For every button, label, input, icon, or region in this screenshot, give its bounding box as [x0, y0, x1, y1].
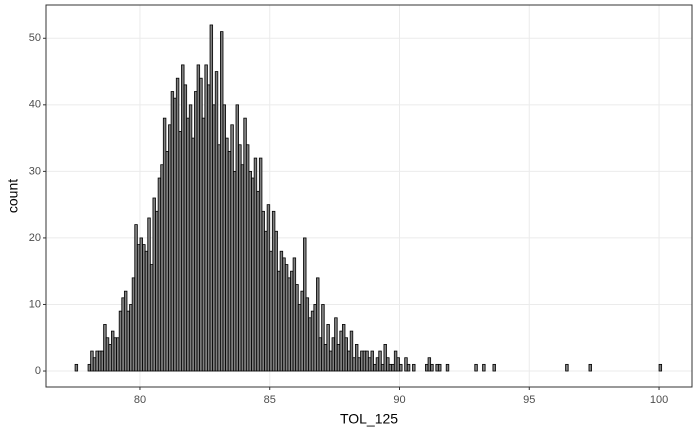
y-tick-label: 50 — [29, 32, 41, 44]
y-tick-label: 20 — [29, 232, 41, 244]
panel-border — [45, 4, 693, 388]
bar — [658, 363, 663, 372]
y-tick-label: 40 — [29, 99, 41, 111]
bar — [438, 363, 442, 372]
x-tick-label: 85 — [264, 394, 276, 406]
x-axis-label: TOL_125 — [340, 411, 398, 427]
x-tick-label: 80 — [134, 394, 146, 406]
x-tick-label: 100 — [650, 394, 668, 406]
bar — [492, 363, 496, 372]
bar — [378, 350, 382, 372]
bar — [406, 363, 411, 372]
bar — [588, 363, 592, 372]
bar — [430, 363, 434, 372]
bar — [349, 330, 354, 372]
y-tick-label: 30 — [29, 165, 41, 177]
bar — [321, 304, 325, 372]
bar — [370, 350, 374, 372]
y-axis-label: count — [5, 179, 21, 213]
y-tick-label: 0 — [35, 365, 41, 377]
y-tick-label: 10 — [29, 298, 41, 310]
bar — [474, 363, 478, 372]
bar — [565, 363, 569, 372]
bar — [326, 324, 330, 372]
bar — [316, 277, 320, 372]
bar — [399, 363, 403, 372]
bar — [445, 363, 450, 372]
bar — [482, 363, 486, 372]
x-tick-label: 95 — [523, 394, 535, 406]
bars — [74, 24, 663, 372]
bar — [412, 363, 416, 372]
bar — [74, 363, 79, 372]
x-tick-label: 90 — [393, 394, 405, 406]
